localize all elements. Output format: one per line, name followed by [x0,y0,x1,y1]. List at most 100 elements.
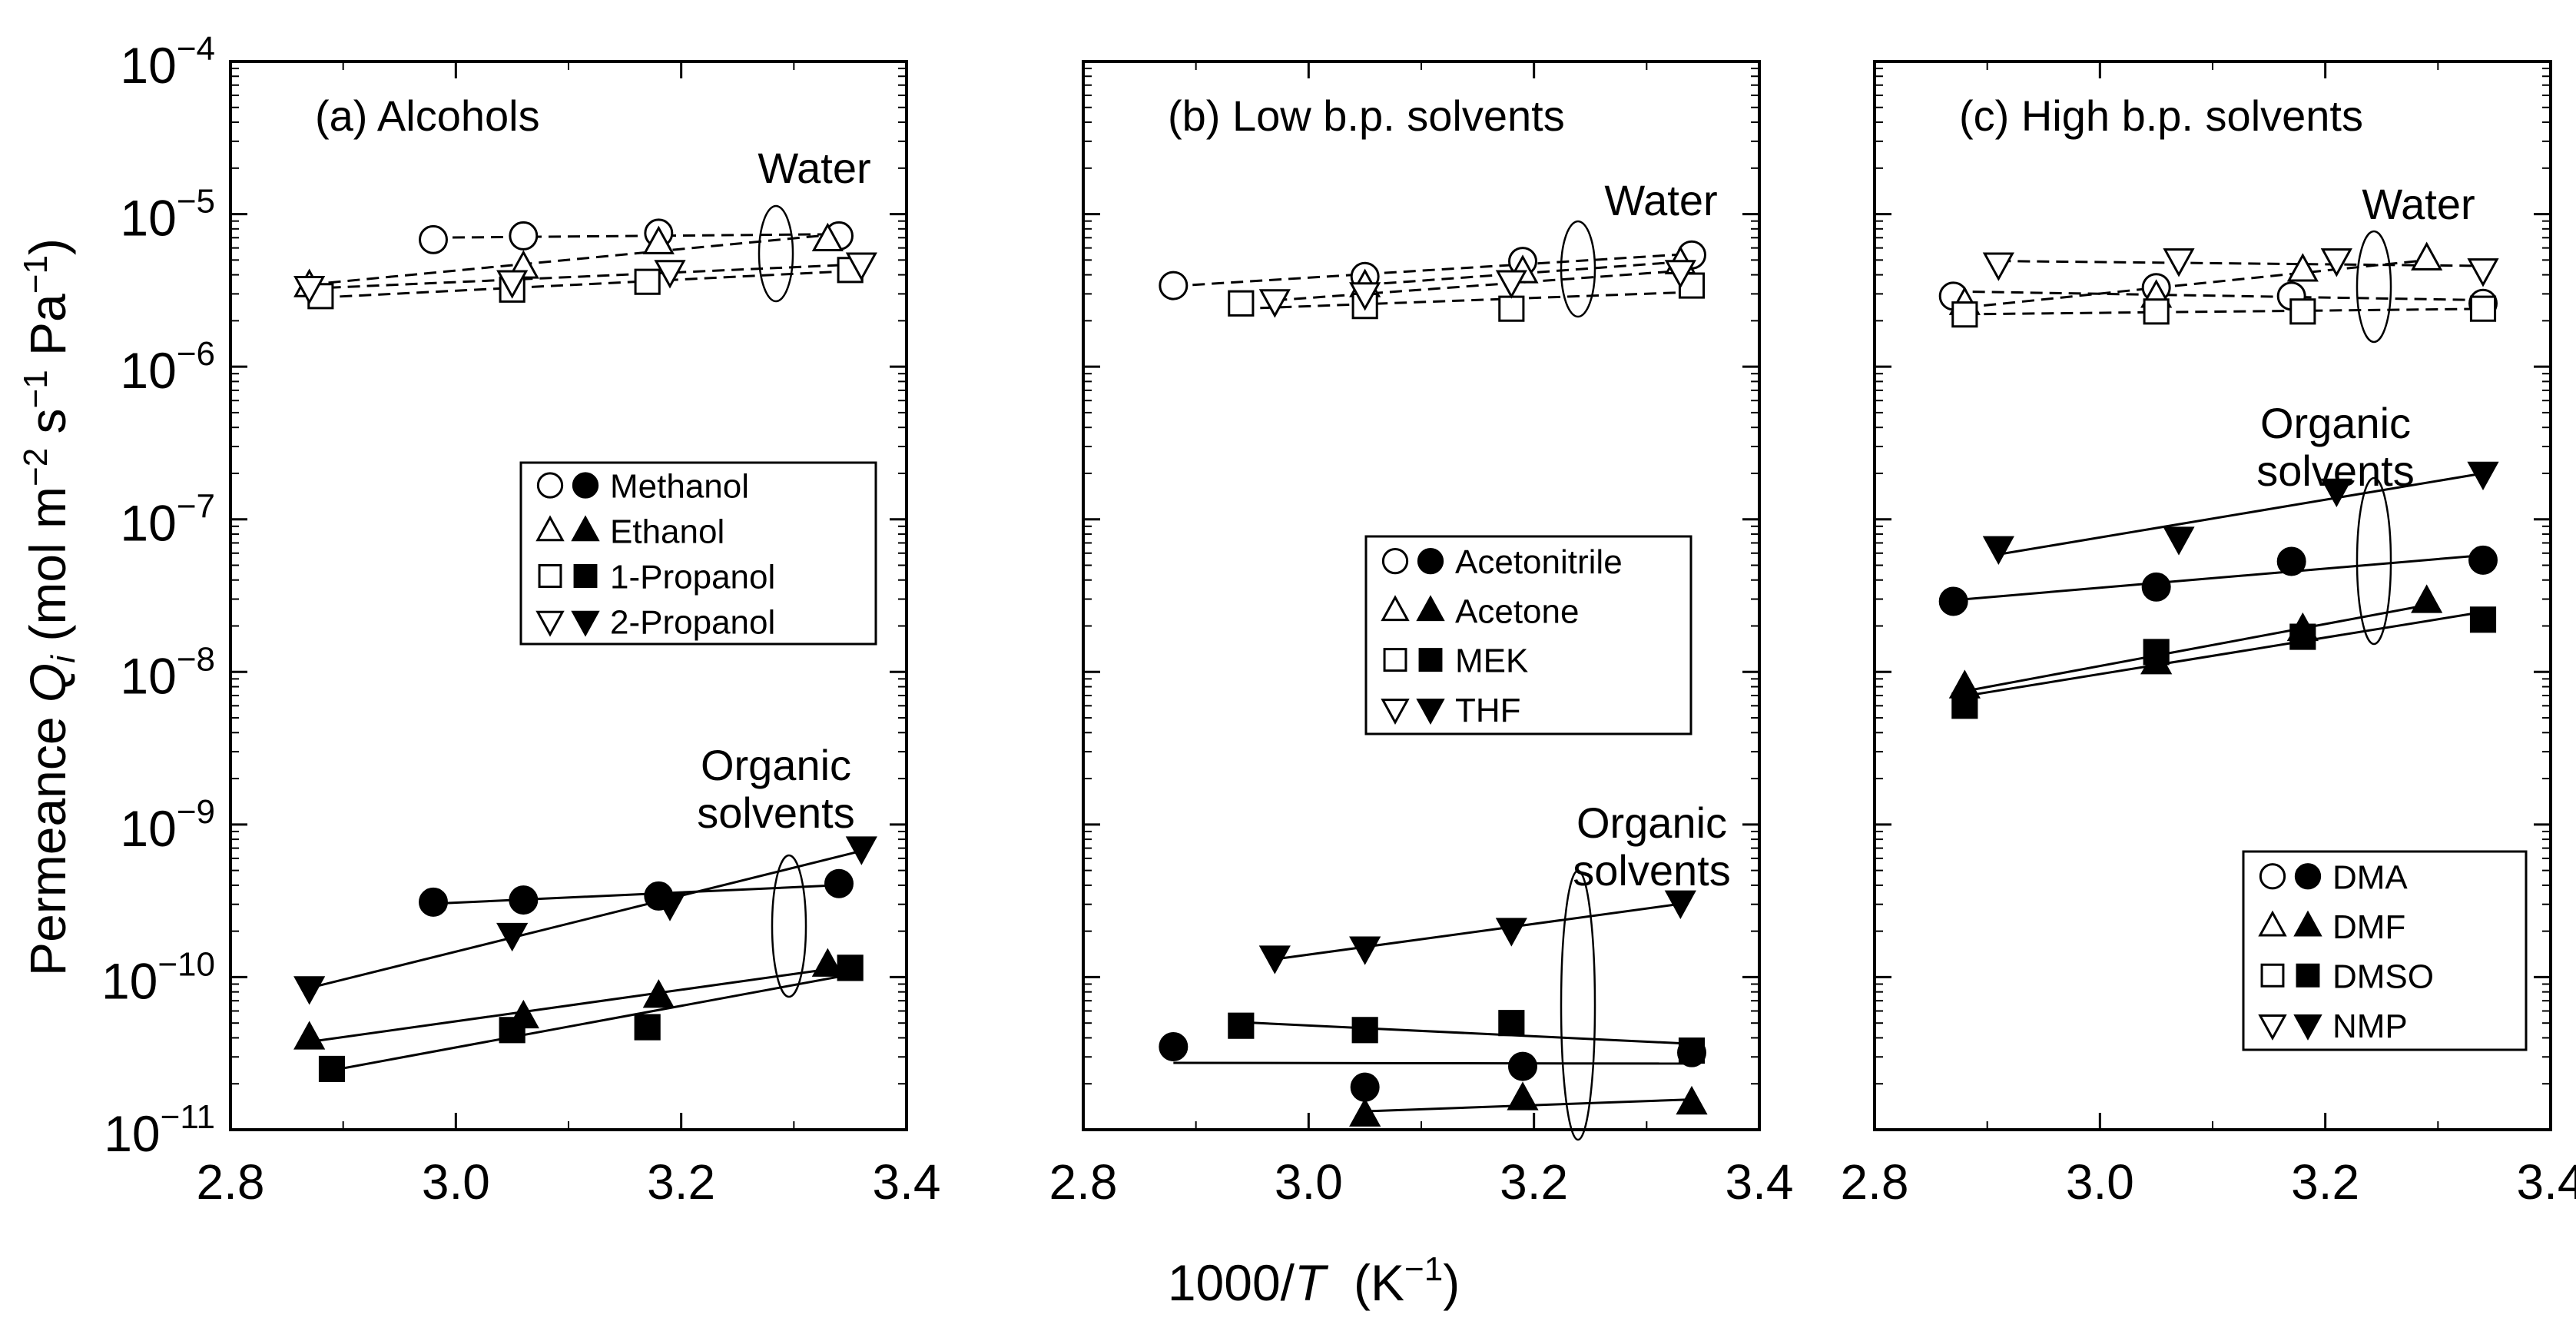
data-point-open [1982,252,2014,281]
panel-c-high-bp-solvents: 2.8 3.0 3.2 3.4 (c) High b.p. solvents Water O… [1841,60,2576,1210]
fit-line [1953,553,2484,602]
data-point-filled [1349,936,1381,965]
data-point-filled [2289,623,2316,650]
y-tick-label: 10−6 [120,335,215,399]
panel-title: (b) Low b.p. solvents [1168,91,1565,140]
legend-label: MEK [1455,642,1528,680]
data-point-filled [2163,526,2195,556]
legend-label: DMSO [2332,958,2434,995]
fit-line [1998,472,2484,556]
data-point-filled [1951,692,1978,719]
legend-label: NMP [2332,1008,2408,1045]
x-tick-label: 3.2 [647,1154,715,1210]
fit-line [1964,603,2427,692]
legend-label: DMA [2332,858,2408,896]
legend-marker-filled [1418,648,1443,672]
y-label-s: s [19,408,76,447]
legend-marker-filled [2296,963,2320,988]
data-point-filled [824,868,854,898]
fit-line [320,270,850,299]
legend-marker-open [535,515,565,542]
data-point-filled [1507,1081,1539,1111]
data-point-filled [2143,639,2170,666]
fit-line [1964,610,2484,698]
data-point-filled [1258,945,1291,974]
x-label-close: ) [1443,1254,1460,1311]
legend-label: Methanol [610,468,749,506]
fit-line [309,263,862,290]
data-point-open [2467,258,2499,287]
legend-marker-filled [1417,547,1444,575]
data-point-filled [1495,918,1527,947]
x-axis-label: 1000/T (K−1) [1168,1250,1460,1311]
data-point-open [1664,260,1696,289]
data-point-filled [499,1017,525,1044]
x-tick-label: 3.4 [1726,1154,1794,1210]
water-ellipse [2356,230,2392,344]
x-tick-label: 2.8 [1049,1154,1118,1210]
water-annotation: Water [758,144,870,192]
fit-line [1953,290,2484,301]
legend-marker-filled [2293,910,2322,937]
legend-label: Acetone [1455,593,1579,630]
data-point-filled [1678,1037,1706,1064]
fit-line [433,233,840,239]
x-tick-label: 3.2 [2291,1154,2359,1210]
fit-line [309,968,828,1044]
legend-label: DMF [2332,908,2405,946]
water-ellipse [758,204,794,303]
data-point-open [1678,272,1706,299]
x-tick-label: 3.0 [422,1154,490,1210]
data-point-filled [634,1014,661,1041]
data-point-open [1495,270,1527,299]
fit-line [309,234,828,286]
data-point-open [293,276,326,305]
y-tick-label: 10−11 [104,1098,215,1162]
data-point-open [2163,248,2195,277]
data-point-filled [1498,1010,1525,1037]
organic-annotation: Organic solvents [2256,399,2414,495]
data-point-filled [1664,890,1696,919]
data-point-filled [1676,1085,1708,1115]
data-point-open [654,260,686,289]
fit-line [1275,902,1681,961]
y-label-unit-open: (mol m [19,486,76,656]
legend: Methanol Ethanol 1-Propanol 2-Propanol [519,461,877,646]
legend-marker-filled [2293,1014,2322,1041]
data-point-filled [509,885,539,915]
panel-a-alcohols: 10−11 10−10 10−9 10−8 10−7 10−6 10−5 10−4 2.8 3.0… [101,30,941,1210]
x-tick-label: 2.8 [197,1154,265,1210]
data-point-open [2289,298,2316,325]
x-tick-label: 3.4 [2517,1154,2576,1210]
water-ellipse [1560,220,1596,318]
data-point-filled [496,922,529,952]
fit-line [309,849,862,990]
data-point-filled [2276,546,2306,576]
y-label-close: ) [19,238,76,255]
y-label-exp2: −1 [17,370,55,408]
data-point-filled [2468,545,2498,575]
legend-marker-open [2260,963,2285,988]
data-point-filled [1982,536,2014,565]
y-tick-label: 10−9 [120,793,215,857]
legend-marker-open [535,610,565,637]
legend-box [2242,850,2528,1051]
data-point-open [2143,298,2170,325]
data-point-open [1498,295,1525,322]
data-point-filled [2141,572,2171,602]
data-point-filled [1508,1051,1537,1081]
data-point-filled [293,976,326,1005]
data-point-filled [837,954,864,981]
legend-marker-filled [1416,595,1445,622]
data-point-filled [419,887,448,917]
legend-marker-open [1381,595,1410,622]
x-tick-label: 3.2 [1500,1154,1568,1210]
legend-marker-filled [572,472,599,499]
data-point-open [642,225,675,254]
y-label-exp1: −2 [17,448,55,486]
y-label-sub: i [45,655,82,663]
data-point-open [811,222,844,252]
fit-line [433,884,840,905]
data-point-filled [2320,478,2352,508]
